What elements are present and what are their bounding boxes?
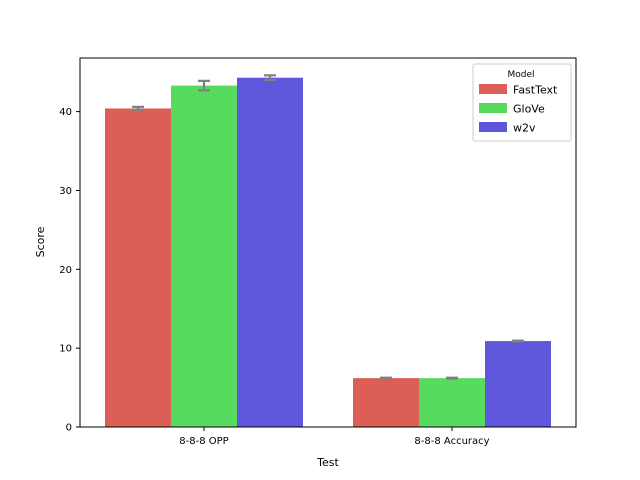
legend-box [472,63,572,142]
bar-glove-1 [419,378,485,427]
bar-w2v-1 [485,341,551,427]
error-bar-glove-1 [446,376,458,380]
y-tick-label: 10 [59,344,72,355]
y-tick-label: 0 [66,423,72,434]
plot-frame [79,57,577,428]
legend-label-w2v: w2v [513,122,536,135]
bar-fasttext-0 [105,108,171,427]
y-tick-label: 30 [59,186,72,197]
legend: Model FastText GloVe w2v [472,63,572,142]
legend-title: Model [507,70,534,80]
legend-label-glove: GloVe [513,103,545,116]
bar-w2v-0 [237,77,303,427]
y-axis-label: Score [34,226,47,257]
legend-swatch-glove [479,103,507,113]
error-bar-w2v-1 [512,339,524,343]
bar-glove-0 [171,85,237,427]
bars-layer [105,77,551,427]
error-bar-fasttext-1 [380,376,392,380]
legend-swatch-fasttext [479,84,507,94]
x-tick-label: 8-8-8 Accuracy [414,436,489,447]
y-tick-label: 20 [59,265,72,276]
error-bar-fasttext-0 [132,105,144,112]
bar-fasttext-1 [353,378,419,427]
error-bar-glove-0 [198,79,210,92]
x-axis-label: Test [316,456,339,469]
error-bars-layer [132,74,524,380]
y-tick-label: 40 [59,107,72,118]
error-bar-w2v-0 [264,74,276,82]
x-axis: 8-8-8 OPP 8-8-8 Accuracy [179,427,490,447]
legend-label-fasttext: FastText [513,84,558,97]
x-tick-label: 8-8-8 OPP [179,436,228,447]
y-axis: 0 10 20 30 40 [59,107,80,434]
legend-swatch-w2v [479,122,507,132]
